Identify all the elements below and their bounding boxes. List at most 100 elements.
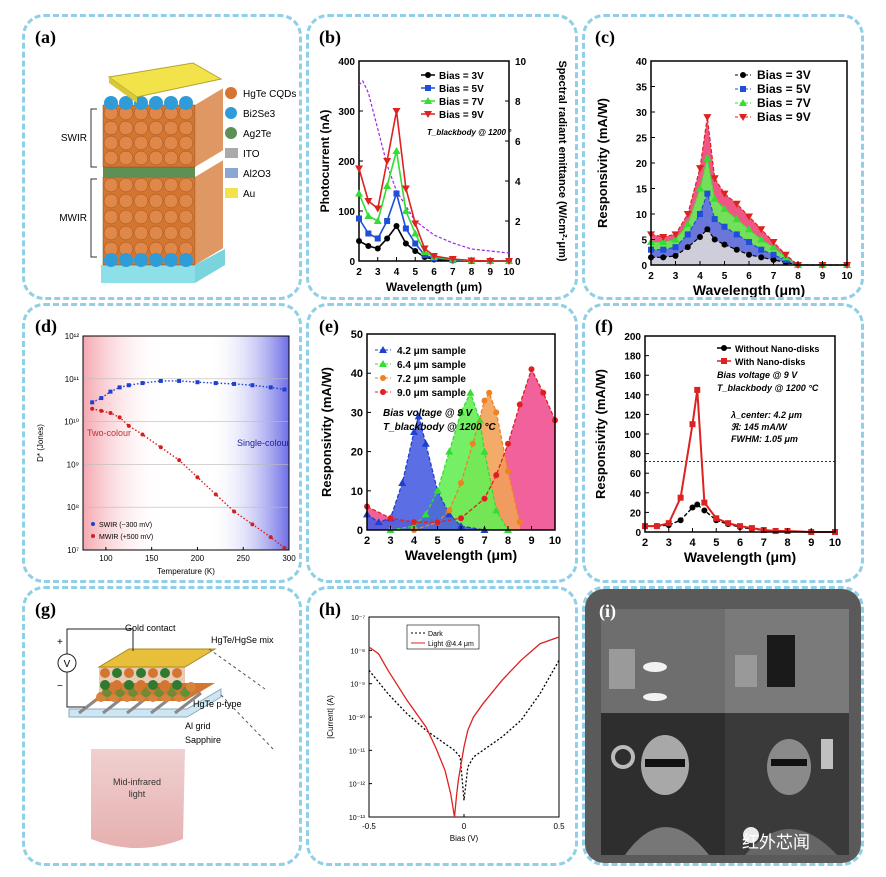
data-point [746,251,752,258]
legend-marker [739,99,747,106]
series-line [651,191,847,266]
data-point [430,253,438,260]
b-xtick-label: 7 [450,267,456,278]
panel-b: (b) 2 3 4 5 6 7 8 9 10 0 100 200 300 400 0 2 4 6 8 10 Bias =… [306,14,578,300]
data-point [505,468,511,475]
c-xtick-label: 5 [722,271,728,282]
f-xtick-label: 7 [761,537,767,549]
data-point [364,212,373,219]
d-xtick-label: 100 [99,554,113,563]
data-point [671,231,680,239]
e-xtick-label: 6 [458,535,464,547]
b-ytick-label: 200 [338,157,355,168]
data-point [745,225,753,233]
data-point [393,190,400,197]
region-label: Two-colour [87,428,131,438]
hgte-sphere [103,135,119,151]
legend-label: Bias = 5V [757,82,811,96]
panel-h: (h) -0.5 0 0.5 10⁻¹³ 10⁻¹² 10⁻¹¹ 10⁻¹⁰ 10⁻⁹ 10⁻⁸… [306,586,578,866]
f-ytick-label: 80 [630,450,642,461]
h-ytick-label: 10⁻¹¹ [349,748,366,755]
chart-f: 2 3 4 5 6 7 8 9 10020406080100120140160180200Wit… [593,332,841,565]
mwir-bracket [90,178,97,258]
panel-h-label: (h) [319,599,341,619]
mix-sphere [148,680,158,690]
data-point [401,207,410,214]
swir-label: SWIR [61,133,87,144]
data-point [701,499,708,506]
data-point [365,230,372,237]
d-ytick-label: 10¹¹ [65,375,80,384]
data-point [445,447,454,455]
raised-hand [821,739,833,769]
fit-line [92,408,285,549]
object-mug-2 [735,655,757,687]
data-point [232,381,237,386]
legend-label: Dark [428,631,443,638]
h-xtick-label: 0.5 [553,822,565,831]
b-y2tick-label: 2 [515,217,521,228]
data-point [457,408,465,416]
c-ytick-label: 0 [641,261,647,272]
data-point [90,400,95,405]
series-line [366,367,556,523]
data-point [268,535,273,540]
data-point [732,215,741,223]
e-xtick-label: 2 [364,535,370,547]
data-point [480,447,489,455]
hgte-sphere [118,120,134,136]
data-point [177,458,182,463]
b-y2tick-label: 8 [515,97,521,108]
data-point [671,235,680,243]
data-point [412,240,419,247]
data-point [770,256,777,263]
sunglasses-2 [771,759,807,766]
mix-sphere [148,668,158,678]
hgte-sphere [103,150,119,166]
f-xtick-label: 3 [666,537,672,549]
data-point [250,522,255,527]
data-point [445,510,454,518]
series-line [651,157,847,266]
annotation: T_blackbody @ 1200 °C [717,383,819,393]
e-ytick-label: 30 [351,407,363,419]
f-ytick-label: 20 [630,508,642,519]
hgte-sphere [163,120,179,136]
data-point [732,200,741,208]
data-point [683,220,692,228]
series-area [390,392,508,530]
data-point [466,388,475,396]
object-cup [767,635,795,687]
data-point [769,239,778,247]
data-point [355,165,363,173]
data-point [683,211,692,218]
data-point [393,223,400,229]
data-point [505,258,513,265]
bi2se3-sphere [119,253,133,267]
h-ytick-label: 10⁻¹² [349,782,366,789]
data-point [704,226,711,233]
legend-marker [425,72,431,78]
data-point [402,240,409,247]
data-point [770,251,777,258]
mix-sphere [100,680,110,690]
data-point [401,185,410,193]
hgte-sphere [178,177,194,193]
d-ytick-label: 10⁷ [67,546,79,555]
data-point [772,528,779,535]
legend-marker [740,86,746,92]
photodetector-diagram: Mid-infrared light V+ − Gold contact HgTe/HgS… [57,623,276,848]
f-ytick-label: 0 [635,528,641,539]
d-ytick-label: 10⁸ [67,503,79,512]
hgte-sphere [163,209,179,225]
label-sapphire: Sapphire [185,735,221,745]
data-point [493,472,500,479]
data-point [356,238,362,244]
h-ytick-label: 10⁻⁸ [351,648,365,655]
x-axis-label: Temperature (K) [157,567,215,576]
c-xtick-label: 7 [771,271,777,282]
hgte-sphere [103,120,119,136]
b-xtick-label: 6 [431,267,437,278]
legend-swatch [225,107,237,119]
